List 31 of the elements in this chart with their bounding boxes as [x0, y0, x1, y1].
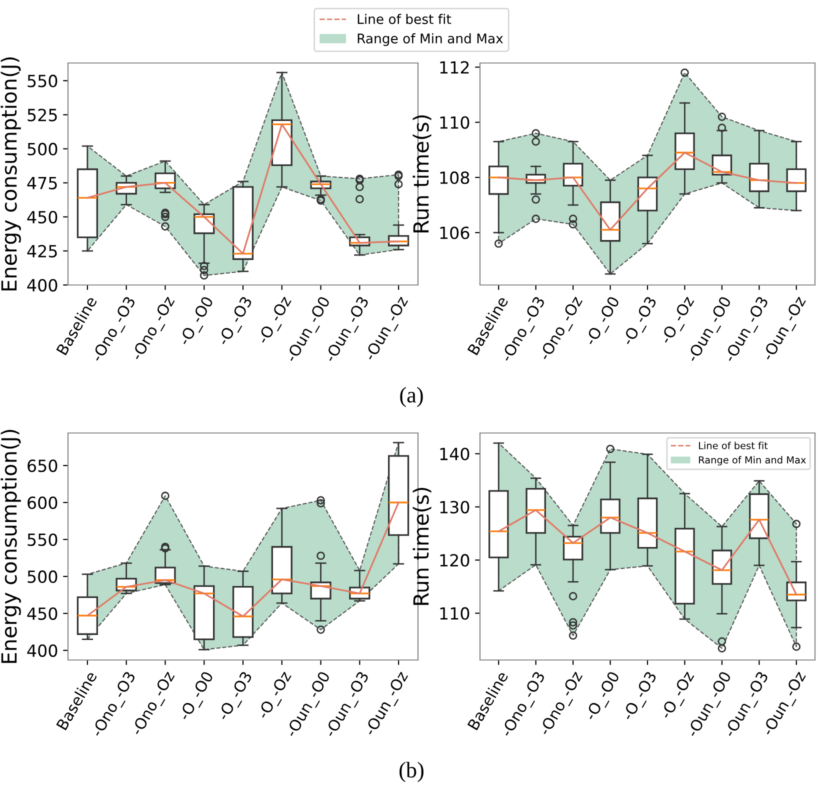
y-tick-label: 110: [440, 116, 470, 129]
y-tick-label: 400: [27, 644, 58, 657]
annotation: Range of Min and Max: [699, 456, 806, 466]
legend-label: Line of best fit: [358, 14, 452, 24]
y-tick-label: 500: [28, 570, 58, 584]
legend-label: Line of best fit: [699, 442, 768, 450]
y-tick-label: 525: [28, 108, 57, 122]
y-tick-label: 110: [440, 607, 470, 620]
y-tick-label: 450: [27, 607, 58, 620]
y-tick-label: 400: [27, 278, 58, 292]
y-axis-title: Energy consumption(J): [0, 430, 21, 663]
y-axis-title: Run time(s): [412, 115, 432, 232]
text: (b): [400, 762, 424, 782]
y-tick-label: 106: [440, 226, 470, 240]
y-tick-label: 120: [440, 554, 470, 567]
y-axis-title: Energy consumption(J): [0, 57, 21, 290]
y-axis-title: Run time(s): [412, 488, 432, 605]
text: (a): [400, 386, 423, 408]
y-tick-label: 130: [440, 500, 470, 514]
y-tick-label: 550: [28, 74, 58, 88]
y-tick-label: 450: [27, 210, 58, 224]
y-tick-label: 112: [440, 61, 469, 74]
y-tick-label: 650: [28, 459, 58, 472]
y-tick-label: 500: [28, 142, 58, 156]
text: Range of Min and Max: [358, 33, 503, 46]
y-tick-label: 475: [27, 177, 57, 190]
y-tick-label: 108: [440, 171, 470, 184]
y-tick-label: 425: [27, 244, 57, 258]
y-tick-label: 550: [28, 533, 58, 546]
y-tick-label: 140: [440, 448, 470, 460]
y-tick-label: 600: [28, 496, 58, 510]
